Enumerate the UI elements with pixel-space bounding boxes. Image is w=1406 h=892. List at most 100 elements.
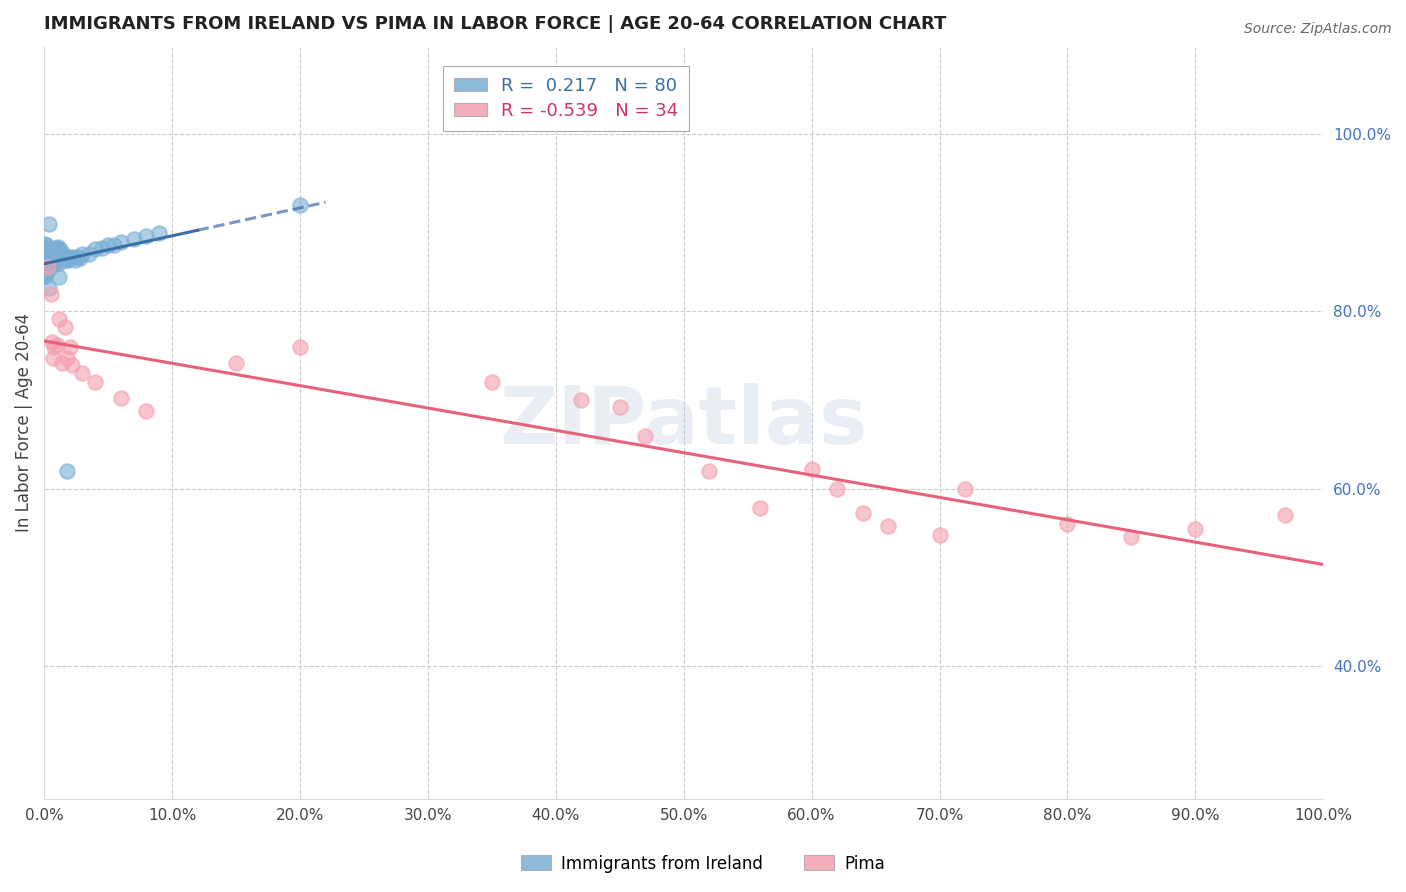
Point xyxy=(48,245,70,260)
Point xyxy=(953,482,976,496)
Point xyxy=(48,311,70,326)
Point xyxy=(48,269,70,284)
Y-axis label: In Labor Force | Age 20-64: In Labor Force | Age 20-64 xyxy=(15,313,32,532)
Legend: Immigrants from Ireland, Pima: Immigrants from Ireland, Pima xyxy=(515,848,891,880)
Point xyxy=(44,252,66,266)
Point xyxy=(34,268,56,283)
Point xyxy=(72,367,94,381)
Point xyxy=(59,252,82,266)
Point xyxy=(55,253,77,268)
Point xyxy=(35,259,58,273)
Point xyxy=(35,241,58,255)
Point xyxy=(103,238,125,252)
Point xyxy=(72,247,94,261)
Point xyxy=(56,351,79,365)
Point xyxy=(45,338,67,352)
Point xyxy=(34,260,56,274)
Point xyxy=(38,259,60,273)
Point xyxy=(135,229,157,244)
Point xyxy=(45,256,67,270)
Point xyxy=(35,253,58,268)
Point xyxy=(34,246,56,260)
Point xyxy=(288,198,311,212)
Point xyxy=(1056,517,1078,532)
Point xyxy=(852,507,875,521)
Point xyxy=(35,255,58,269)
Point xyxy=(225,356,247,370)
Point xyxy=(41,335,63,350)
Point xyxy=(60,358,83,372)
Point xyxy=(48,242,70,256)
Point xyxy=(35,264,58,278)
Point xyxy=(45,241,67,255)
Point xyxy=(42,255,65,269)
Point xyxy=(39,286,62,301)
Point xyxy=(34,269,56,284)
Point xyxy=(34,250,56,264)
Point xyxy=(35,262,58,277)
Point xyxy=(77,247,100,261)
Point xyxy=(34,253,56,268)
Point xyxy=(97,238,120,252)
Point xyxy=(35,238,58,252)
Point xyxy=(44,340,66,354)
Point xyxy=(1274,508,1296,523)
Text: Source: ZipAtlas.com: Source: ZipAtlas.com xyxy=(1244,22,1392,37)
Point xyxy=(928,527,950,541)
Point xyxy=(135,403,157,417)
Point xyxy=(53,320,76,334)
Point xyxy=(34,262,56,277)
Point xyxy=(41,257,63,271)
Point xyxy=(34,265,56,279)
Point xyxy=(84,376,107,390)
Point xyxy=(37,256,59,270)
Point xyxy=(38,250,60,264)
Point xyxy=(49,244,72,259)
Point xyxy=(37,260,59,275)
Point xyxy=(34,263,56,277)
Point xyxy=(39,244,62,258)
Point xyxy=(34,268,56,282)
Point xyxy=(63,253,86,268)
Point xyxy=(35,245,58,260)
Point xyxy=(1121,530,1143,544)
Point xyxy=(41,244,63,259)
Point xyxy=(38,257,60,271)
Point xyxy=(34,241,56,255)
Point xyxy=(37,250,59,264)
Point xyxy=(53,252,76,266)
Legend: R =  0.217   N = 80, R = -0.539   N = 34: R = 0.217 N = 80, R = -0.539 N = 34 xyxy=(443,66,689,131)
Point xyxy=(609,400,631,414)
Point xyxy=(37,258,59,272)
Point xyxy=(34,268,56,282)
Point xyxy=(697,464,720,478)
Text: ZIPatlas: ZIPatlas xyxy=(499,384,868,461)
Point xyxy=(569,393,592,408)
Point xyxy=(38,217,60,231)
Point xyxy=(42,351,65,365)
Point xyxy=(37,257,59,271)
Point xyxy=(38,281,60,295)
Point xyxy=(84,243,107,257)
Point xyxy=(122,232,145,246)
Point xyxy=(66,250,89,264)
Point xyxy=(148,227,170,241)
Point xyxy=(34,244,56,258)
Point xyxy=(51,247,73,261)
Point xyxy=(69,252,91,266)
Point xyxy=(38,244,60,259)
Point xyxy=(35,264,58,278)
Point xyxy=(34,255,56,269)
Point xyxy=(37,243,59,257)
Point xyxy=(56,464,79,478)
Point xyxy=(34,251,56,265)
Point xyxy=(877,519,900,533)
Point xyxy=(634,428,657,442)
Point xyxy=(800,462,823,476)
Point xyxy=(56,250,79,264)
Point xyxy=(34,237,56,252)
Point xyxy=(288,340,311,354)
Text: IMMIGRANTS FROM IRELAND VS PIMA IN LABOR FORCE | AGE 20-64 CORRELATION CHART: IMMIGRANTS FROM IRELAND VS PIMA IN LABOR… xyxy=(44,15,946,33)
Point xyxy=(1184,522,1206,536)
Point xyxy=(48,244,70,258)
